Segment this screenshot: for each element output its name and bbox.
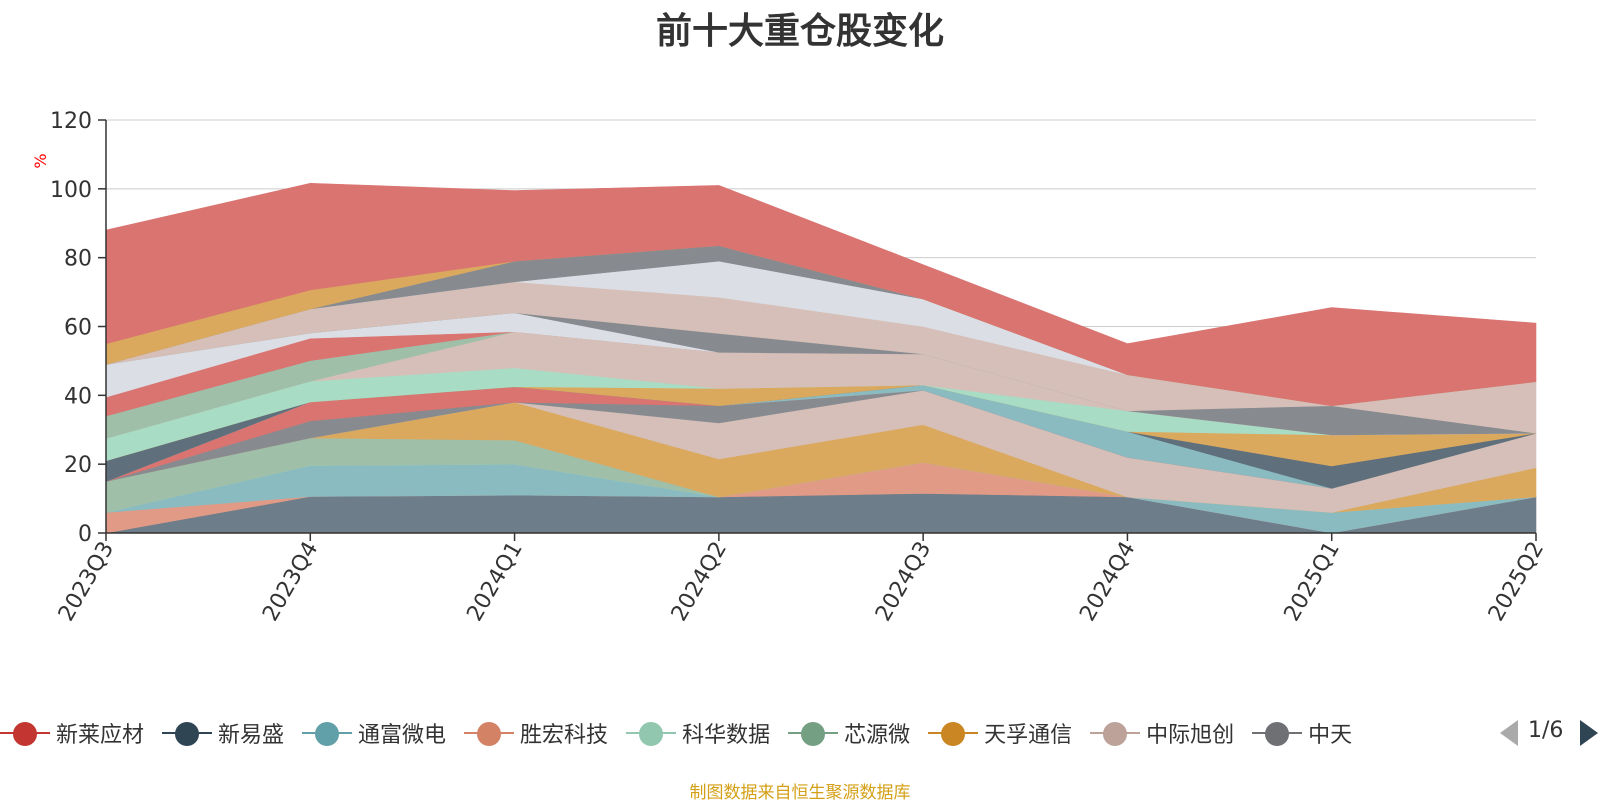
legend-item[interactable]: 新易盛 <box>162 715 284 751</box>
legend-page-info: 1/6 <box>1528 718 1564 743</box>
stacked-area-chart: 0 20 40 60 80 100 120 2023Q3 2023Q4 2024Q1 2024Q2… <box>31 109 1549 626</box>
legend: 新莱应材 新易盛 通富微电 胜宏科技 科华数据 芯源微 天孚通信 中际旭创 中天 1/6 <box>0 715 1600 751</box>
legend-item[interactable]: 科华数据 <box>626 715 770 751</box>
y-tick-label: 80 <box>64 247 92 272</box>
x-tick-label: 2024Q1 <box>462 538 527 626</box>
x-tick-label: 2025Q1 <box>1280 538 1345 626</box>
legend-item[interactable]: 芯源微 <box>788 715 910 751</box>
legend-marker-icon <box>162 715 213 751</box>
legend-item[interactable]: 天孚通信 <box>928 715 1072 751</box>
y-tick-label: 120 <box>50 109 92 134</box>
legend-label: 胜宏科技 <box>520 723 609 748</box>
x-tick-labels: 2023Q3 2023Q4 2024Q1 2024Q2 2024Q3 2024Q4 2025… <box>54 538 1549 626</box>
source-note: 制图数据来自恒生聚源数据库 <box>689 783 911 803</box>
legend-pager: 1/6 <box>1500 715 1600 751</box>
legend-item[interactable]: 胜宏科技 <box>464 715 608 751</box>
legend-marker-icon <box>1252 715 1303 751</box>
legend-prev-page-icon[interactable] <box>1500 720 1518 746</box>
y-tick-label: 0 <box>78 522 92 547</box>
legend-label: 天孚通信 <box>984 723 1073 748</box>
axes <box>98 119 1537 541</box>
chart-title: 前十大重仓股变化 <box>655 11 944 52</box>
legend-clip: 新莱应材 新易盛 通富微电 胜宏科技 科华数据 芯源微 天孚通信 中际旭创 中天 <box>0 715 1482 751</box>
legend-marker-icon <box>626 715 677 751</box>
legend-label: 新易盛 <box>218 723 285 748</box>
area-layers <box>105 182 1537 534</box>
x-tick-label: 2025Q2 <box>1484 538 1549 626</box>
y-tick-label: 60 <box>64 316 92 341</box>
y-tick-label: 20 <box>64 453 92 478</box>
legend-marker-icon <box>788 715 839 751</box>
area-series-23 <box>105 182 1537 407</box>
x-tick-label: 2024Q3 <box>871 538 936 626</box>
legend-label: 芯源微 <box>844 723 911 748</box>
legend-marker-icon <box>1090 715 1141 751</box>
legend-label: 通富微电 <box>358 723 447 748</box>
x-tick-label: 2024Q4 <box>1075 538 1140 626</box>
legend-items: 新莱应材 新易盛 通富微电 胜宏科技 科华数据 芯源微 天孚通信 中际旭创 中天 <box>0 715 1370 751</box>
legend-next-page-icon[interactable] <box>1580 720 1598 746</box>
y-axis-unit: % <box>31 153 50 168</box>
legend-label: 科华数据 <box>682 723 771 748</box>
legend-item[interactable]: 新莱应材 <box>0 715 144 751</box>
legend-marker-icon <box>464 715 515 751</box>
x-tick-label: 2023Q3 <box>54 538 119 626</box>
legend-item[interactable]: 中际旭创 <box>1090 715 1234 751</box>
legend-marker-icon <box>0 715 50 751</box>
legend-marker-icon <box>928 715 979 751</box>
legend-label: 新莱应材 <box>56 723 145 748</box>
x-tick-label: 2024Q2 <box>667 538 732 626</box>
legend-marker-icon <box>302 715 353 751</box>
x-tick-label: 2023Q4 <box>258 538 323 626</box>
y-tick-label: 40 <box>64 384 92 409</box>
legend-label: 中天 <box>1308 723 1353 748</box>
legend-label: 中际旭创 <box>1146 723 1235 748</box>
legend-item[interactable]: 通富微电 <box>302 715 446 751</box>
legend-item[interactable]: 中天 <box>1252 715 1352 751</box>
y-tick-labels: 0 20 40 60 80 100 120 <box>50 109 92 547</box>
y-tick-label: 100 <box>50 178 92 203</box>
